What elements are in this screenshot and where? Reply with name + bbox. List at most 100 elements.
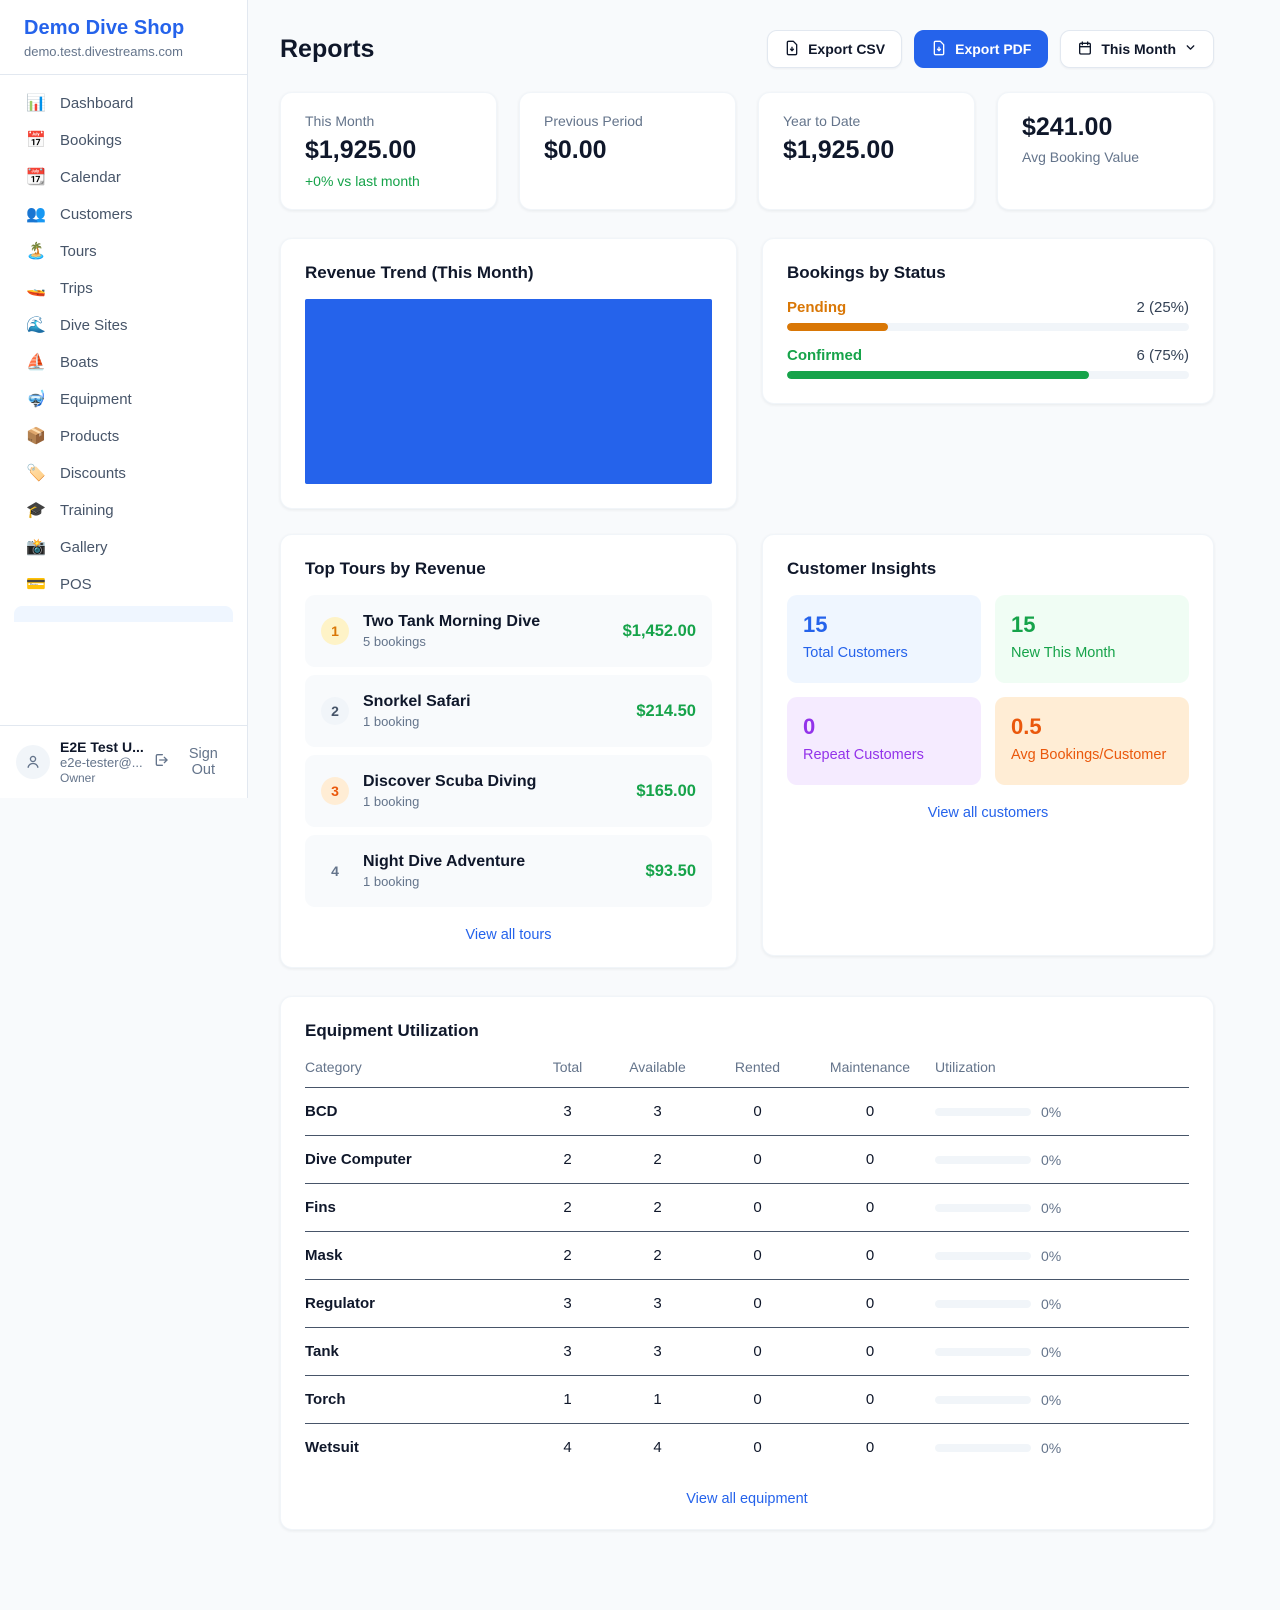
equipment-rented: 0 xyxy=(710,1327,805,1376)
equipment-rented: 0 xyxy=(710,1183,805,1232)
view-all-customers-link[interactable]: View all customers xyxy=(787,805,1189,821)
period-dropdown[interactable]: This Month xyxy=(1060,30,1214,68)
view-all-equipment-link[interactable]: View all equipment xyxy=(305,1491,1189,1507)
sidebar-item-bookings[interactable]: 📅 Bookings xyxy=(26,131,122,149)
top-tours-title: Top Tours by Revenue xyxy=(305,559,486,578)
equipment-total: 4 xyxy=(563,1439,572,1456)
equipment-maintenance: 0 xyxy=(805,1327,935,1376)
equipment-rented: 0 xyxy=(710,1279,805,1328)
user-avatar-icon xyxy=(16,745,50,779)
insight-value: 0.5 xyxy=(1011,714,1042,739)
tour-revenue: $165.00 xyxy=(636,781,696,800)
sidebar-item-boats[interactable]: ⛵ Boats xyxy=(26,353,99,371)
equipment-row-dive-computer: Dive Computer 2 2 0 0 0% xyxy=(305,1135,1189,1184)
equipment-row-tank: Tank 3 3 0 0 0% xyxy=(305,1327,1189,1376)
equipment-category: Wetsuit xyxy=(305,1439,359,1456)
label-tag-icon: 🏷️ xyxy=(26,464,46,482)
tearoff-calendar-icon: 📆 xyxy=(26,168,46,186)
stat-value: $241.00 xyxy=(1022,113,1113,141)
tour-name: Discover Scuba Diving xyxy=(363,773,537,790)
status-value: 6 (75%) xyxy=(1136,347,1189,364)
equipment-rented: 0 xyxy=(710,1231,805,1280)
bookings-by-status-title: Bookings by Status xyxy=(787,263,946,282)
equipment-available: 4 xyxy=(653,1439,662,1456)
sidebar-item-pos[interactable]: 💳 POS xyxy=(26,575,92,593)
equipment-row-bcd: BCD 3 3 0 0 0% xyxy=(305,1087,1189,1136)
status-progress-fill xyxy=(787,371,1089,379)
equipment-maintenance: 0 xyxy=(805,1135,935,1184)
stat-value: $1,925.00 xyxy=(305,136,417,164)
sidebar-item-dashboard[interactable]: 📊 Dashboard xyxy=(26,94,134,112)
utilization-bar xyxy=(935,1443,1031,1452)
export-csv-button[interactable]: Export CSV xyxy=(767,30,903,68)
sidebar-item-dive-sites[interactable]: 🌊 Dive Sites xyxy=(26,316,128,334)
utilization-bar xyxy=(935,1347,1031,1356)
user-role: Owner xyxy=(60,771,96,785)
user-email: e2e-tester@... xyxy=(60,755,143,770)
equipment-available: 2 xyxy=(605,1231,710,1280)
insight-label: Repeat Customers xyxy=(803,747,924,763)
sidebar-item-trips[interactable]: 🚤 Trips xyxy=(26,279,93,297)
status-label: Confirmed xyxy=(787,347,862,364)
package-icon: 📦 xyxy=(26,427,46,445)
view-all-tours-link[interactable]: View all tours xyxy=(305,927,712,943)
equipment-total: 2 xyxy=(530,1135,605,1184)
equipment-available: 3 xyxy=(605,1279,710,1328)
tour-row: 4 Night Dive Adventure 1 booking $93.50 xyxy=(305,835,712,907)
equipment-total: 2 xyxy=(530,1183,605,1232)
stat-value: $0.00 xyxy=(544,136,607,164)
export-pdf-button[interactable]: Export PDF xyxy=(914,30,1049,68)
tour-revenue: $214.50 xyxy=(636,701,696,720)
status-row: Confirmed 6 (75%) xyxy=(787,347,1189,379)
stat-delta: +0% vs last month xyxy=(305,173,420,189)
utilization-bar xyxy=(935,1299,1031,1308)
sign-out-button[interactable]: Sign Out xyxy=(153,746,231,778)
equipment-category: Dive Computer xyxy=(305,1135,530,1184)
status-value: 2 (25%) xyxy=(1136,299,1189,316)
equipment-row-regulator: Regulator 3 3 0 0 0% xyxy=(305,1279,1189,1328)
bookings-by-status-card: Bookings by Status Pending 2 (25%) Confi… xyxy=(762,238,1214,404)
stats-grid: This Month $1,925.00 +0% vs last month Prev… xyxy=(280,92,1214,210)
revenue-trend-card: Revenue Trend (This Month) xyxy=(280,238,737,509)
calendar-icon: 📅 xyxy=(26,131,46,149)
tour-row: 3 Discover Scuba Diving 1 booking $165.0… xyxy=(305,755,712,827)
equipment-maintenance: 0 xyxy=(805,1087,935,1136)
equipment-maintenance: 0 xyxy=(805,1183,935,1232)
sidebar-item-calendar[interactable]: 📆 Calendar xyxy=(26,168,121,186)
sidebar-item-tours[interactable]: 🏝️ Tours xyxy=(26,242,97,260)
chevron-down-icon xyxy=(1184,41,1197,57)
sidebar-item-customers[interactable]: 👥 Customers xyxy=(26,205,133,223)
island-icon: 🏝️ xyxy=(26,242,46,260)
insight-value: 15 xyxy=(803,612,828,637)
sidebar-item-partial-active[interactable] xyxy=(14,606,233,622)
credit-card-icon: 💳 xyxy=(26,575,46,593)
equipment-rented: 0 xyxy=(710,1135,805,1184)
sidebar-item-equipment[interactable]: 🤿 Equipment xyxy=(26,390,132,408)
tour-bookings-count: 1 booking xyxy=(363,794,420,809)
page-header: Reports Export CSV Export PDF xyxy=(280,30,1214,68)
equipment-category: Torch xyxy=(305,1375,530,1424)
sidebar-item-training[interactable]: 🎓 Training xyxy=(26,501,114,519)
tour-name: Night Dive Adventure xyxy=(363,853,526,870)
tour-row: 2 Snorkel Safari 1 booking $214.50 xyxy=(305,675,712,747)
sidebar-item-products[interactable]: 📦 Products xyxy=(26,427,120,445)
sidebar-item-discounts[interactable]: 🏷️ Discounts xyxy=(26,464,126,482)
equipment-table: Category Total Available Rented Maintenance U… xyxy=(305,1059,1189,1471)
stat-label: Avg Booking Value xyxy=(1022,149,1140,165)
equipment-available: 2 xyxy=(605,1135,710,1184)
equipment-maintenance: 0 xyxy=(865,1439,875,1456)
main-content: Reports Export CSV Export PDF xyxy=(248,0,1280,1605)
status-label: Pending xyxy=(787,299,847,316)
utilization-bar xyxy=(935,1395,1031,1404)
status-row: Pending 2 (25%) xyxy=(787,299,1189,331)
equipment-rented: 0 xyxy=(753,1439,762,1456)
stat-value: $1,925.00 xyxy=(783,136,895,164)
status-progress-track xyxy=(787,371,1189,379)
stat-card-year-to-date: Year to Date $1,925.00 xyxy=(758,92,975,210)
equipment-maintenance: 0 xyxy=(805,1279,935,1328)
insight-label: Avg Bookings/Customer xyxy=(1011,747,1167,763)
equipment-available: 3 xyxy=(605,1087,710,1136)
page-title: Reports xyxy=(280,34,375,63)
status-progress-fill xyxy=(787,323,888,331)
sidebar-item-gallery[interactable]: 📸 Gallery xyxy=(26,538,108,556)
